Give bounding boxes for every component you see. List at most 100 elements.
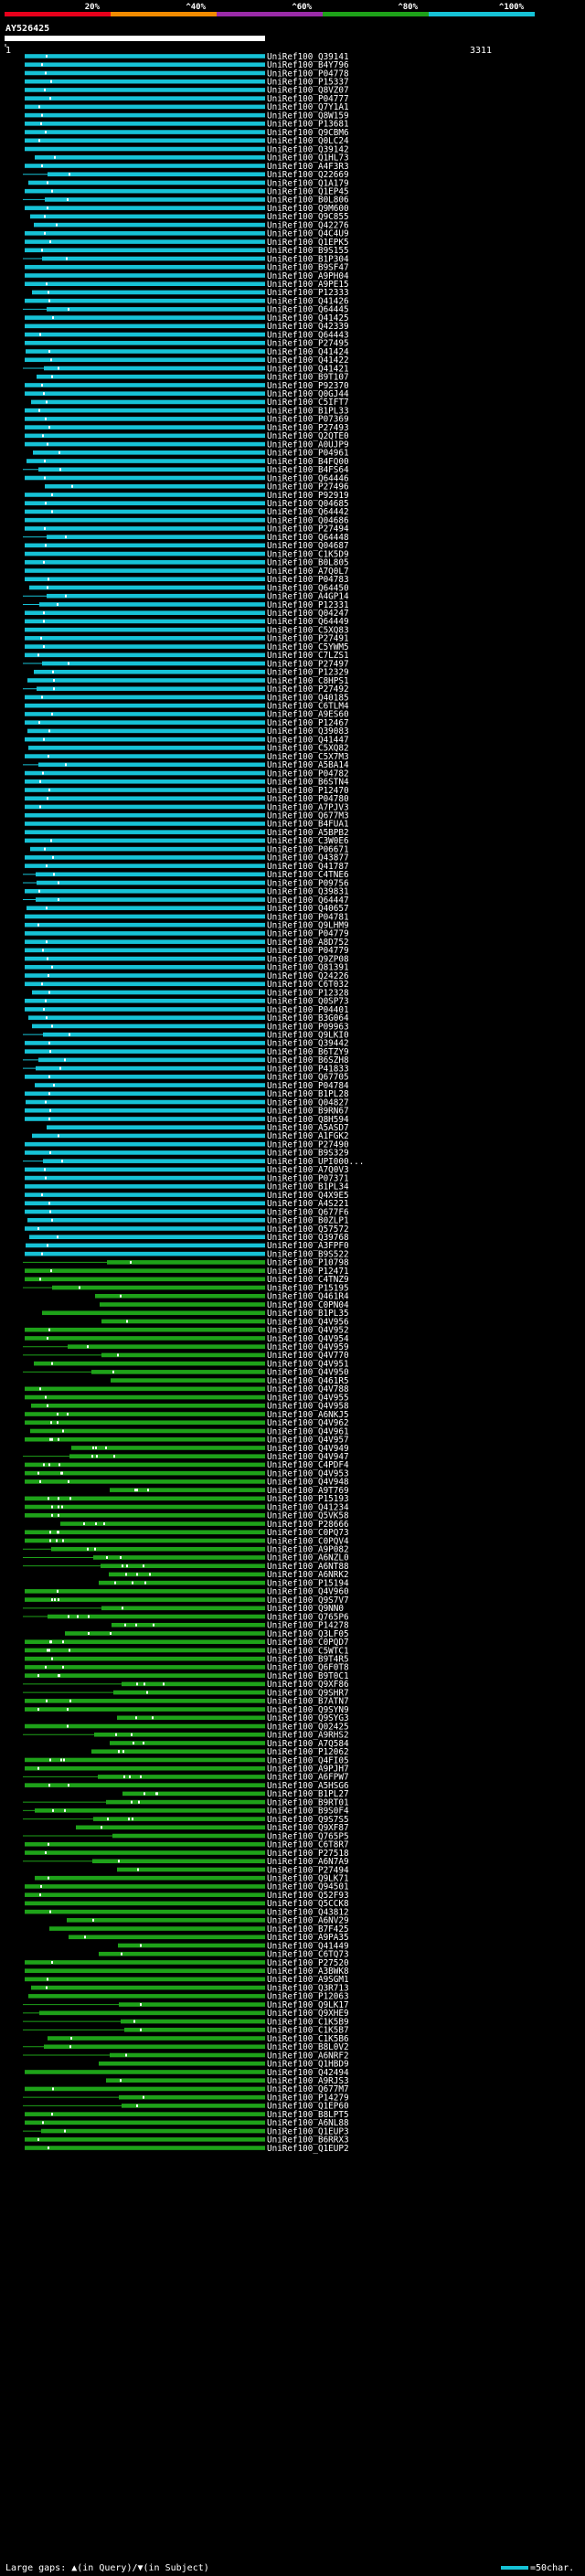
hit-row: UniRef100_C0PQD7	[25, 1638, 349, 1648]
hit-row: UniRef100_Q9NN0	[23, 1604, 344, 1614]
hit-label: UniRef100_A6NT88	[267, 1562, 349, 1572]
hit-label: UniRef100_P27490	[267, 1140, 349, 1150]
hit-alignment-bar	[25, 770, 265, 776]
gap-marker	[64, 1058, 66, 1062]
hit-alignment-bar	[25, 1470, 265, 1476]
hit-row: UniRef100_Q4V788	[25, 1384, 349, 1394]
gap-marker	[48, 1092, 50, 1096]
hit-alignment-bar	[25, 281, 265, 287]
gap-marker	[62, 1640, 64, 1644]
hit-alignment-bar	[25, 408, 265, 413]
hit-label: UniRef100_B9SF47	[267, 263, 349, 273]
hit-label: UniRef100_B6SZH8	[267, 1055, 349, 1065]
hit-label: UniRef100_Q1EUP3	[267, 2126, 349, 2136]
hit-label: UniRef100_A9P082	[267, 1545, 349, 1555]
hit-row: UniRef100_Q1HL73	[35, 154, 349, 164]
hit-row: UniRef100_Q9SHR7	[23, 1688, 349, 1698]
hit-label: UniRef100_Q41449	[267, 1941, 349, 1951]
hit-row: UniRef100_P27496	[45, 482, 349, 493]
hit-row: UniRef100_Q41424	[26, 347, 349, 357]
hit-label: UniRef100_Q64448	[267, 533, 349, 543]
gap-marker	[46, 864, 48, 868]
hit-label: UniRef100_Q461R4	[267, 1292, 349, 1302]
gap-marker	[126, 1320, 128, 1323]
hit-row: UniRef100_Q4V962	[25, 1418, 349, 1428]
hit-label: UniRef100_C0PQ73	[267, 1528, 349, 1538]
hit-row: UniRef100_Q3LF05	[65, 1629, 349, 1639]
hit-label: UniRef100_Q9S7S5	[267, 1815, 349, 1825]
hit-alignment-bar	[30, 214, 265, 219]
gap-marker	[58, 898, 59, 901]
hit-row: UniRef100_P09963	[32, 1022, 349, 1032]
hit-row: UniRef100_B9S155	[25, 246, 349, 256]
hit-row: UniRef100_C1K5B9	[23, 2017, 349, 2027]
hit-row: UniRef100_Q4V959	[23, 1342, 349, 1352]
gap-marker	[44, 476, 46, 480]
gap-marker	[39, 1893, 41, 1897]
hit-label: UniRef100_P15193	[267, 1494, 349, 1504]
hit-row: UniRef100_Q24226	[25, 971, 349, 981]
hit-row: UniRef100_A4S221	[25, 1199, 349, 1209]
hit-row: UniRef100_B9RT01	[23, 1797, 349, 1807]
hit-alignment-bar	[25, 1504, 265, 1510]
gap-marker	[143, 2095, 144, 2099]
gap-marker	[122, 1606, 123, 1610]
hit-row: UniRef100_B4FQ00	[27, 457, 349, 467]
hit-row: UniRef100_B1P304	[23, 254, 349, 264]
hit-alignment-bar	[52, 1285, 265, 1290]
hit-row: UniRef100_P06671	[30, 844, 349, 854]
hit-label: UniRef100_Q4V953	[267, 1468, 349, 1479]
hit-row: UniRef100_Q42276	[34, 220, 349, 230]
gap-marker	[58, 1497, 59, 1500]
hit-label: UniRef100_Q41234	[267, 1502, 349, 1512]
hit-label: UniRef100_A7PJV3	[267, 802, 349, 812]
gap-marker	[47, 586, 48, 589]
hit-label: UniRef100_Q4V957	[267, 1436, 349, 1446]
gap-marker	[37, 1226, 39, 1230]
hit-alignment-bar	[30, 1428, 265, 1434]
hit-label: UniRef100_A6NRF2	[267, 2051, 349, 2061]
hit-alignment-bar	[25, 1226, 265, 1231]
hit-alignment-bar	[25, 1909, 265, 1914]
hit-alignment-bar	[25, 812, 265, 818]
gap-marker	[58, 1437, 59, 1441]
hit-row: UniRef100_P10798	[23, 1258, 349, 1268]
hit-row: UniRef100_B7F425	[49, 1924, 349, 1935]
gap-marker	[44, 526, 46, 530]
gap-marker	[43, 560, 45, 564]
hit-label: UniRef100_C5WTC1	[267, 1646, 349, 1656]
hit-alignment-bar	[25, 931, 265, 936]
hit-row: UniRef100_B1PL27	[122, 1789, 349, 1799]
hit-row: UniRef100_Q1EUP3	[23, 2126, 349, 2136]
gap-marker	[91, 1455, 93, 1458]
hit-alignment-bar	[25, 1436, 265, 1442]
hit-label: UniRef100_P27518	[267, 1849, 349, 1859]
hit-label: UniRef100_P27494	[267, 1865, 349, 1875]
hit-label: UniRef100_Q64450	[267, 583, 349, 593]
hit-label: UniRef100_B9T107	[267, 373, 349, 383]
gap-marker	[44, 460, 46, 463]
gap-marker	[67, 1724, 69, 1728]
hit-label: UniRef100_Q4V961	[267, 1426, 349, 1436]
gap-marker	[94, 1547, 96, 1551]
hit-row: UniRef100_B9S522	[25, 1249, 349, 1259]
hit-alignment-bar	[93, 1817, 265, 1821]
hit-row: UniRef100_Q39831	[25, 887, 349, 897]
hit-label: UniRef100_C5YWM5	[267, 642, 349, 652]
gap-marker	[47, 1404, 48, 1407]
hit-row: UniRef100_Q9S7S5	[23, 1815, 349, 1825]
hit-alignment-bar	[25, 1209, 265, 1214]
gap-marker	[155, 1792, 157, 1796]
hit-label: UniRef100_P12329	[267, 668, 349, 678]
hit-alignment-bar	[32, 1023, 265, 1029]
hit-alignment-bar	[101, 1352, 265, 1358]
hit-label: UniRef100_P12471	[267, 1267, 349, 1277]
hit-alignment-bar	[25, 998, 265, 1003]
hit-row: UniRef100_Q41421	[23, 364, 349, 374]
hit-label: UniRef100_P04961	[267, 449, 349, 459]
hit-label: UniRef100_Q1EPK5	[267, 238, 349, 248]
gap-marker	[51, 965, 53, 969]
gap-marker	[62, 1665, 64, 1669]
hit-alignment-bar	[25, 1167, 265, 1172]
gap-marker	[103, 1522, 105, 1526]
